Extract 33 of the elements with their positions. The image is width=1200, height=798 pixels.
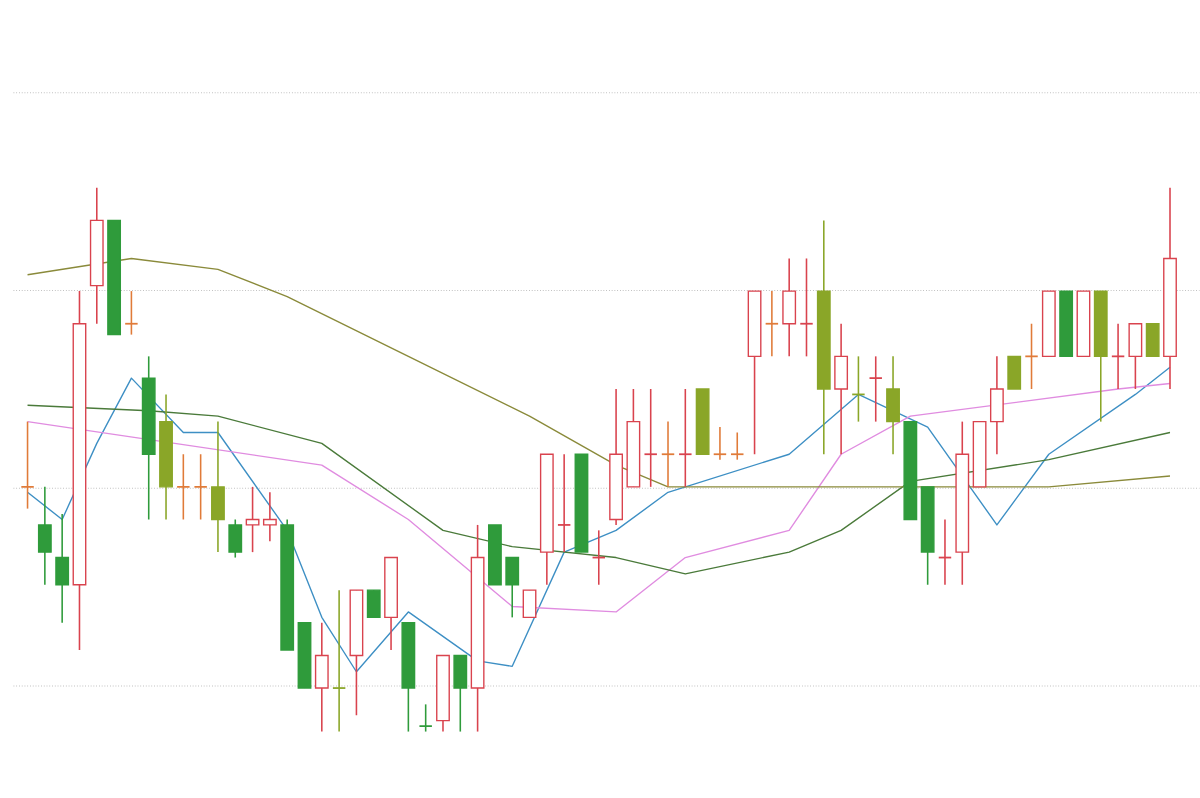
- candlestick: [557, 453, 572, 553]
- candlestick: [1024, 322, 1039, 390]
- candlestick: [176, 453, 191, 521]
- candlestick: [782, 257, 797, 357]
- candlestick: [643, 388, 658, 488]
- candlestick: [314, 621, 329, 733]
- candlestick: [678, 388, 693, 488]
- candlestick: [1110, 322, 1126, 390]
- candlestick: [20, 420, 35, 510]
- candlestick: [1007, 355, 1022, 390]
- candlestick: [868, 355, 883, 423]
- candlestick: [886, 355, 900, 455]
- candlestick: [522, 589, 537, 618]
- candlestick: [418, 703, 433, 733]
- candlestick: [1128, 322, 1143, 390]
- candlestick: [712, 426, 728, 461]
- candlestick: [332, 589, 347, 733]
- candlestick: [55, 513, 70, 624]
- candlestick: [245, 485, 260, 553]
- candlestick: [764, 290, 779, 357]
- candlestick: [124, 290, 139, 336]
- candlestick: [211, 420, 225, 553]
- candlestick: [799, 257, 814, 357]
- candlestick: [366, 589, 381, 618]
- candlestick: [228, 518, 243, 559]
- candlestick: [193, 453, 208, 521]
- candlestick: [1145, 322, 1160, 357]
- candlestick: [37, 485, 52, 586]
- candlestick: [660, 420, 676, 488]
- candlestick: [834, 322, 849, 455]
- candlestick: [262, 491, 277, 542]
- candlestick: [453, 654, 468, 733]
- candlestick: [730, 431, 745, 461]
